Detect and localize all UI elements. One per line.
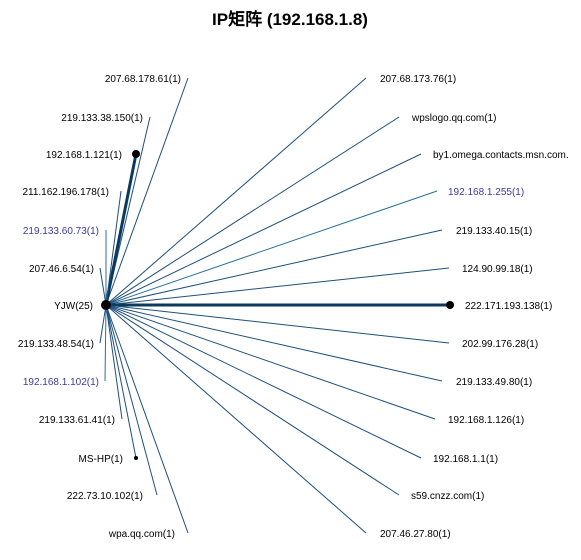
- edge-202-99-176-28-1: [105, 304, 450, 344]
- hub-node[interactable]: [101, 300, 111, 310]
- node-label-192-168-1-255-1[interactable]: 192.168.1.255(1): [448, 187, 524, 198]
- edges: [99, 77, 450, 534]
- labels: 207.68.178.61(1) 219.133.38.150(1) 192.168…: [18, 74, 569, 540]
- node-label-192-168-1-121-1[interactable]: 192.168.1.121(1): [46, 150, 122, 161]
- edge-124-90-99-18-1: [105, 267, 450, 306]
- node-label-124-90-99-18-1[interactable]: 124.90.99.18(1): [462, 264, 533, 275]
- node-label-219-133-38-150-1[interactable]: 219.133.38.150(1): [61, 113, 143, 124]
- node-label-wpa-qq-com-1[interactable]: wpa.qq.com(1): [108, 529, 175, 540]
- edge-s59-cnzz-com-1: [105, 304, 400, 496]
- node-label-207-46-6-54-1[interactable]: 207.46.6.54(1): [29, 264, 94, 275]
- edge-ms-hp-1: [105, 304, 137, 459]
- edge-by1-omega-contacts-msn-com: [105, 153, 422, 306]
- node-label-ms-hp-1[interactable]: MS-HP(1): [79, 454, 123, 465]
- edge-207-46-27-80-1: [105, 304, 367, 534]
- node-label-222-171-193-138-1[interactable]: 222.171.193.138(1): [465, 301, 552, 312]
- edge-192-168-1-1-1: [105, 304, 422, 459]
- edge-wpslogo-qq-com-1: [105, 116, 400, 306]
- edge-219-133-48-54-1: [99, 304, 107, 344]
- edge-192-168-1-121-1: [104, 153, 138, 306]
- edge-219-133-40-15-1: [105, 229, 443, 306]
- edge-219-133-49-80-1: [105, 304, 443, 382]
- edge-219-133-61-41-1: [105, 304, 123, 420]
- edge-207-46-6-54-1: [99, 267, 107, 306]
- node-label-219-133-60-73-1[interactable]: 219.133.60.73(1): [23, 226, 99, 237]
- node-label-wpslogo-qq-com-1[interactable]: wpslogo.qq.com(1): [411, 113, 496, 124]
- node-label-by1-omega-contacts-msn-com[interactable]: by1.omega.contacts.msn.com.: [433, 150, 569, 161]
- node-label-219-133-40-15-1[interactable]: 219.133.40.15(1): [456, 226, 532, 237]
- node-label-207-68-173-76-1[interactable]: 207.68.173.76(1): [380, 74, 456, 85]
- hub-label: YJW(25): [54, 301, 93, 312]
- node-label-207-46-27-80-1[interactable]: 207.46.27.80(1): [380, 529, 451, 540]
- edge-wpa-qq-com-1: [105, 304, 189, 534]
- node-label-192-168-1-102-1[interactable]: 192.168.1.102(1): [23, 377, 99, 388]
- edge-222-73-10-102-1: [105, 304, 158, 496]
- node-label-192-168-1-126-1[interactable]: 192.168.1.126(1): [448, 415, 524, 426]
- edge-211-162-196-178-1: [105, 190, 122, 306]
- node-label-219-133-48-54-1[interactable]: 219.133.48.54(1): [18, 339, 94, 350]
- nodes: [132, 150, 454, 460]
- node-label-207-68-178-61-1[interactable]: 207.68.178.61(1): [105, 74, 181, 85]
- edge-192-168-1-126-1: [105, 304, 436, 420]
- node-192-168-1-121-1[interactable]: [132, 150, 140, 158]
- node-label-s59-cnzz-com-1[interactable]: s59.cnzz.com(1): [411, 491, 484, 502]
- edge-192-168-1-255-1: [105, 190, 438, 306]
- node-label-211-162-196-178-1[interactable]: 211.162.196.178(1): [22, 187, 109, 198]
- diagram-title: IP矩阵 (192.168.1.8): [212, 9, 368, 29]
- node-label-219-133-61-41-1[interactable]: 219.133.61.41(1): [39, 415, 115, 426]
- node-label-222-73-10-102-1[interactable]: 222.73.10.102(1): [67, 491, 143, 502]
- node-label-202-99-176-28-1[interactable]: 202.99.176.28(1): [462, 339, 538, 350]
- edge-192-168-1-102-1: [104, 304, 107, 382]
- node-label-192-168-1-1-1[interactable]: 192.168.1.1(1): [433, 454, 498, 465]
- node-222-171-193-138-1[interactable]: [446, 301, 454, 309]
- node-ms-hp-1[interactable]: [134, 456, 138, 460]
- node-label-219-133-49-80-1[interactable]: 219.133.49.80(1): [456, 377, 532, 388]
- edge-207-68-173-76-1: [105, 77, 367, 306]
- edge-207-68-178-61-1: [105, 77, 189, 306]
